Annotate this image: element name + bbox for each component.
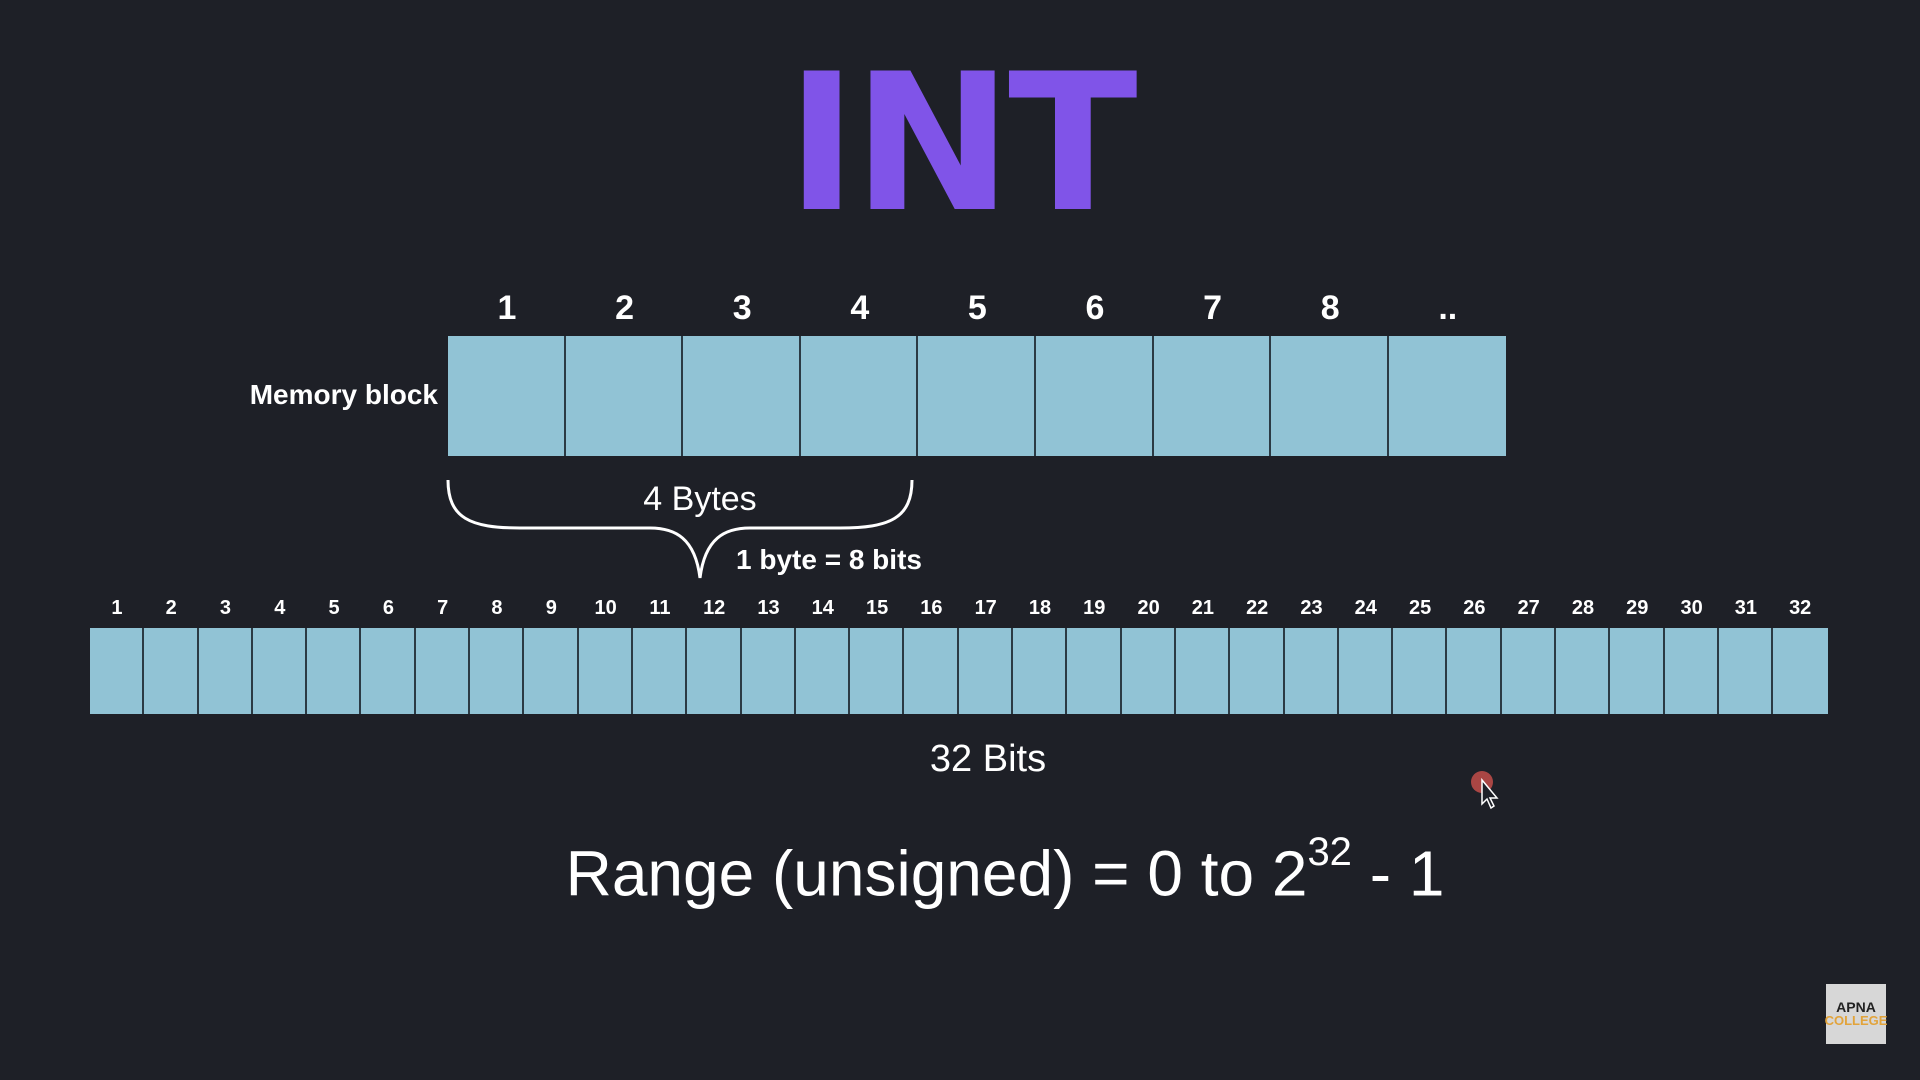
bit-cell (415, 628, 471, 714)
bit-number-label: 1 (111, 597, 123, 619)
bit-number-label: 21 (1191, 597, 1215, 619)
bit-number-label: 14 (811, 597, 834, 619)
bit-cell (1501, 628, 1557, 714)
bytes-count-label: 4 Bytes (643, 480, 757, 518)
bit-cell (1175, 628, 1231, 714)
bit-number-label: 4 (274, 597, 286, 619)
bit-cell (1284, 628, 1339, 714)
memory-block-label: Memory block (249, 379, 438, 410)
bit-number-label: 3 (219, 597, 232, 619)
bit-number-label: 15 (865, 597, 889, 619)
bit-cell (1121, 628, 1176, 714)
bit-number-label: 11 (649, 597, 671, 619)
range-prefix: Range (unsigned) = 0 to 2 (565, 837, 1308, 910)
bit-number-label: 16 (920, 597, 943, 619)
bit-number-label: 30 (1680, 597, 1703, 619)
bit-cell (850, 628, 905, 714)
bit-number-label: 18 (1028, 597, 1052, 619)
bytes-brace (446, 479, 914, 579)
memory-cell (565, 336, 684, 456)
page-title: INT (786, 33, 1137, 254)
bit-cell (307, 628, 362, 714)
bit-cell (1556, 628, 1611, 714)
bit-number-label: 27 (1517, 597, 1540, 619)
memory-cell (1035, 336, 1154, 456)
bits-total-label: 32 Bits (929, 738, 1047, 780)
memory-cell (1271, 336, 1389, 456)
bit-number-label: 9 (545, 597, 557, 619)
bit-number-label: 19 (1083, 597, 1106, 619)
bit-cell (361, 628, 416, 714)
byte-number-label: 5 (967, 289, 987, 327)
bit-cell (578, 628, 633, 714)
bit-cell (741, 628, 796, 714)
bit-row (90, 628, 1828, 714)
bit-cell (1067, 628, 1122, 714)
byte-number-label: 1 (497, 289, 517, 327)
apna-college-logo: APNA COLLEGE (1824, 984, 1888, 1044)
bit-number-label: 23 (1300, 597, 1323, 619)
memory-cell (1153, 336, 1272, 456)
bit-cell (1230, 628, 1285, 714)
bit-cell (1718, 628, 1774, 714)
bit-number-label: 26 (1463, 597, 1486, 619)
byte-number-label: 2 (615, 289, 635, 327)
bit-cell (904, 628, 959, 714)
bit-number-label: 22 (1246, 597, 1269, 619)
bit-cell (198, 628, 253, 714)
byte-number-label: 4 (850, 289, 870, 327)
bit-number-label: 5 (328, 597, 340, 619)
mouse-cursor-icon (1471, 771, 1499, 810)
bit-cell (1664, 628, 1719, 714)
bit-cell (1393, 628, 1448, 714)
bit-number-label: 10 (594, 597, 617, 619)
bit-number-label: 32 (1789, 597, 1812, 619)
bit-cell (1773, 628, 1828, 714)
bit-number-label: 25 (1408, 597, 1432, 619)
byte-number-label: 8 (1320, 289, 1340, 327)
byte-number-label: 3 (732, 289, 752, 327)
bit-number-label: 17 (974, 597, 997, 619)
memory-cell (800, 336, 919, 456)
bit-cell (252, 628, 308, 714)
memory-block-row (448, 336, 1507, 456)
bit-cell (1610, 628, 1665, 714)
bit-number-label: 6 (382, 597, 394, 619)
memory-cell (918, 336, 1036, 456)
bit-number-label: 2 (165, 597, 177, 619)
bit-cell (90, 628, 145, 714)
bit-cell (1447, 628, 1502, 714)
range-formula: Range (unsigned) = 0 to 232 - 1 (0, 820, 1920, 913)
range-exponent: 32 (1307, 830, 1352, 874)
bit-number-label: 12 (703, 597, 726, 619)
memory-cell (1388, 336, 1507, 456)
byte-conversion-label: 1 byte = 8 bits (736, 544, 922, 575)
bit-cell (795, 628, 851, 714)
bit-number-label: 31 (1734, 597, 1758, 619)
logo-line2: COLLEGE (1824, 1013, 1888, 1028)
bit-number-label: 7 (437, 597, 449, 619)
bit-cell (1013, 628, 1068, 714)
bit-number-label: 8 (491, 597, 503, 619)
bit-number-label: 13 (757, 597, 780, 619)
bit-cell (1338, 628, 1394, 714)
bit-cell (470, 628, 525, 714)
bit-number-label: 20 (1137, 597, 1160, 619)
bit-number-label: 24 (1354, 597, 1377, 619)
byte-number-label: 6 (1085, 289, 1105, 327)
range-suffix: - 1 (1351, 837, 1445, 910)
bit-cell (524, 628, 579, 714)
memory-cell (448, 336, 566, 456)
bit-cell (687, 628, 742, 714)
bit-cell (632, 628, 688, 714)
bit-cell (144, 628, 199, 714)
byte-number-label: 7 (1203, 289, 1223, 327)
bit-number-label: 28 (1571, 597, 1595, 619)
memory-cell (683, 336, 801, 456)
bit-cell (958, 628, 1014, 714)
logo-line1: APNA (1836, 999, 1876, 1015)
byte-number-label: .. (1438, 289, 1458, 327)
bit-number-label: 29 (1626, 597, 1649, 619)
